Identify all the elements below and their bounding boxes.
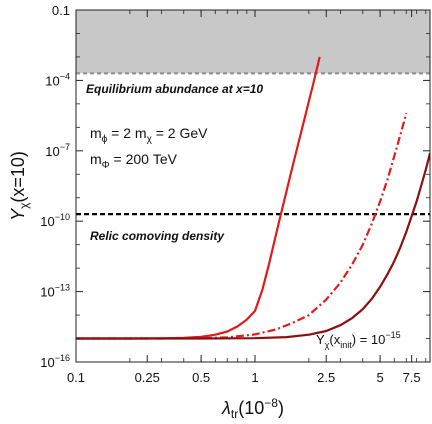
y-tick-label: 10−16 [40,353,70,370]
y-tick-label: 10−10 [40,212,70,229]
y-tick-label: 10−13 [40,283,70,300]
x-tick-label: 0.5 [192,370,210,385]
series-line-3 [76,152,430,340]
plot-frame [75,9,431,363]
x-tick-label: 0.25 [135,370,160,385]
y-tick-label: 10−7 [45,142,70,159]
y-tick-label: 10−4 [45,71,70,88]
y-tick-label: 0.1 [52,3,70,18]
mass-relation-label: mϕ = 2 mχ = 2 GeV [90,125,208,145]
x-tick-label: 5 [376,370,383,385]
x-axis-ticks: 0.1 0.25 0.5 1 2.5 5 7.5 [67,10,427,385]
x-tick-label: 7.5 [403,370,421,385]
x-tick-label: 1 [251,370,258,385]
x-tick-label: 0.1 [67,370,85,385]
mediator-mass-label: mΦ = 200 TeV [90,151,178,171]
equilibrium-shaded-region [76,10,430,74]
x-tick-label: 2.5 [317,370,335,385]
y-axis-label: Yχ(x=10) [8,151,31,221]
x-axis-label: λtr(10−8) [221,396,284,421]
y-axis-ticks: 10−16 10−13 10−10 10−7 10−4 0.1 [40,3,430,370]
initial-abundance-label: Yχ(xinit) = 10−15 [316,330,401,350]
equilibrium-label: Equilibrium abundance at x=10 [86,82,263,96]
relic-label: Relic comoving density [90,229,225,243]
series-group [76,56,430,340]
